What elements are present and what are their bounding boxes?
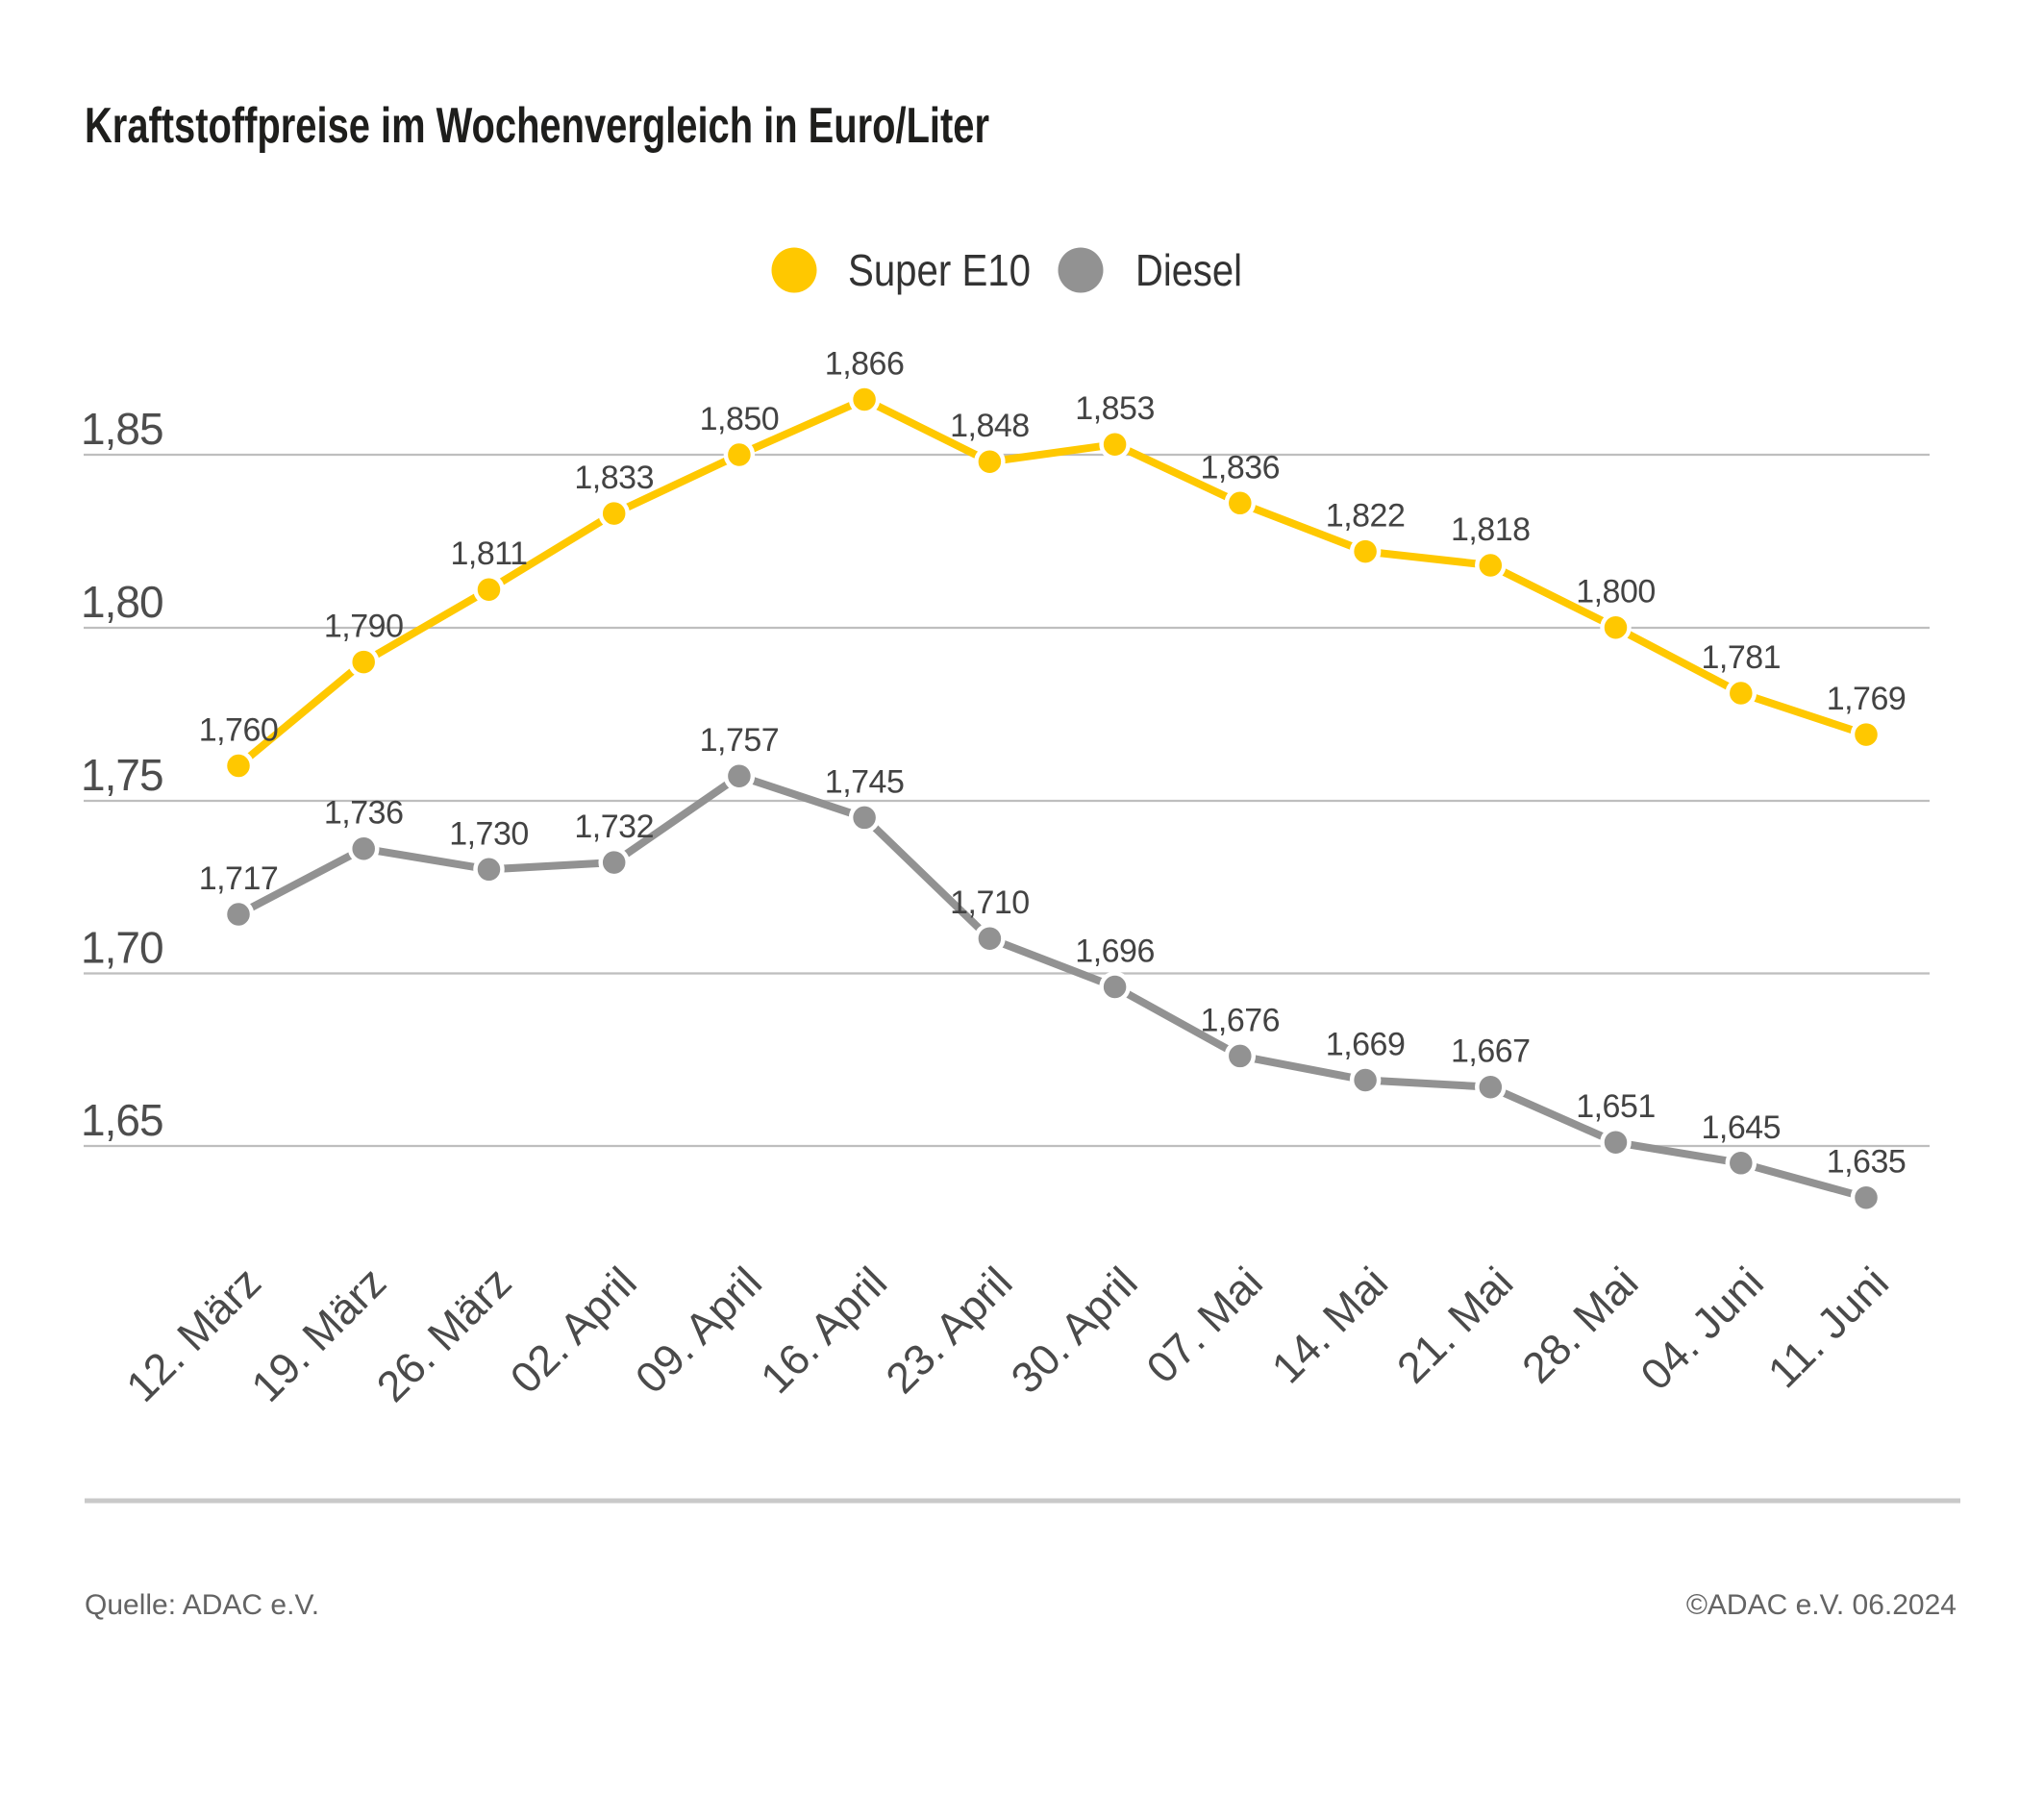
svg-text:1,745: 1,745 xyxy=(825,763,905,800)
svg-text:1,833: 1,833 xyxy=(574,460,654,496)
svg-text:1,769: 1,769 xyxy=(1827,681,1907,717)
svg-text:1,853: 1,853 xyxy=(1075,390,1155,427)
svg-text:1,836: 1,836 xyxy=(1201,449,1281,486)
svg-text:1,676: 1,676 xyxy=(1201,1002,1281,1038)
svg-text:1,800: 1,800 xyxy=(1576,574,1656,610)
svg-text:©ADAC e.V. 06.2024: ©ADAC e.V. 06.2024 xyxy=(1686,1589,1957,1621)
svg-text:1,696: 1,696 xyxy=(1075,934,1155,970)
svg-text:1,85: 1,85 xyxy=(81,404,163,454)
svg-text:1,811: 1,811 xyxy=(450,535,527,572)
svg-text:Super E10: Super E10 xyxy=(848,245,1031,295)
svg-text:1,669: 1,669 xyxy=(1326,1027,1406,1063)
svg-text:1,70: 1,70 xyxy=(81,923,163,973)
svg-text:1,850: 1,850 xyxy=(700,401,780,437)
svg-text:1,732: 1,732 xyxy=(574,809,654,845)
svg-text:Diesel: Diesel xyxy=(1135,245,1242,295)
svg-text:1,667: 1,667 xyxy=(1451,1033,1531,1070)
svg-text:1,757: 1,757 xyxy=(700,722,780,759)
svg-text:1,75: 1,75 xyxy=(81,750,163,800)
svg-text:1,717: 1,717 xyxy=(199,860,279,897)
svg-text:1,790: 1,790 xyxy=(324,609,404,645)
svg-text:1,730: 1,730 xyxy=(449,815,529,852)
svg-text:1,651: 1,651 xyxy=(1576,1088,1656,1125)
svg-text:1,866: 1,866 xyxy=(825,346,905,383)
svg-text:1,781: 1,781 xyxy=(1702,639,1782,676)
svg-text:1,736: 1,736 xyxy=(324,795,404,832)
svg-text:1,80: 1,80 xyxy=(81,577,163,627)
svg-text:1,710: 1,710 xyxy=(950,884,1030,921)
svg-text:1,65: 1,65 xyxy=(81,1095,163,1145)
svg-text:1,635: 1,635 xyxy=(1827,1144,1907,1181)
svg-text:1,760: 1,760 xyxy=(199,712,279,749)
svg-text:1,645: 1,645 xyxy=(1702,1109,1782,1146)
svg-text:1,822: 1,822 xyxy=(1326,498,1406,535)
svg-text:Quelle: ADAC e.V.: Quelle: ADAC e.V. xyxy=(85,1589,319,1621)
svg-text:1,818: 1,818 xyxy=(1451,511,1531,548)
svg-text:1,848: 1,848 xyxy=(950,408,1030,444)
svg-text:Kraftstoffpreise im Wochenverg: Kraftstoffpreise im Wochenvergleich in E… xyxy=(85,98,989,154)
